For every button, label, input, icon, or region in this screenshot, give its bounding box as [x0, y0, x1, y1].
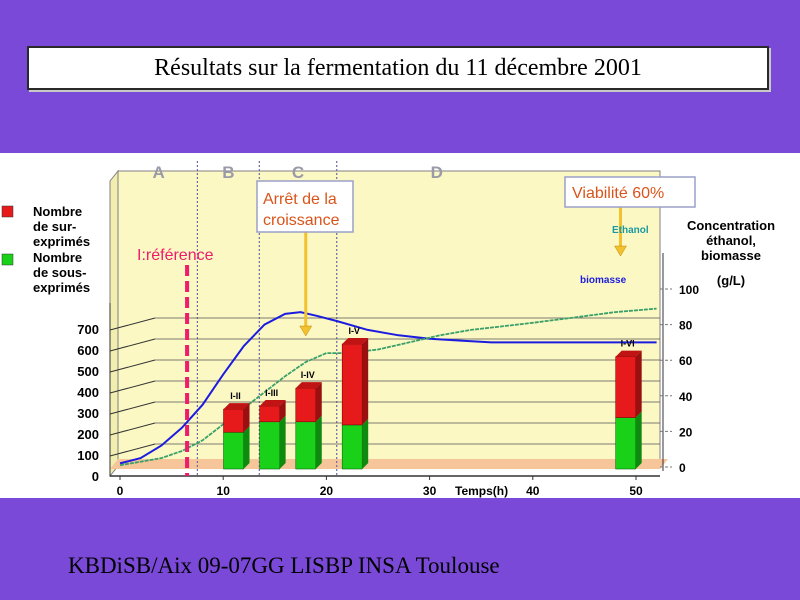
- y-gridline: [109, 401, 156, 415]
- y2-title-line-1: Concentration: [687, 218, 775, 233]
- bar-under-side: [635, 411, 642, 469]
- y-tick-label: 400: [77, 385, 99, 400]
- legend-swatch-over: [1, 205, 14, 218]
- bar-top: [223, 403, 250, 410]
- plot-left-wall: [109, 169, 119, 478]
- y-gridline: [109, 317, 156, 331]
- slide-footer: KBDiSB/Aix 09-07GG LISBP INSA Toulouse: [68, 553, 500, 578]
- y-tick-label: 300: [77, 406, 99, 421]
- bar-under: [295, 421, 317, 470]
- y2-tick-label: 20: [679, 425, 693, 439]
- phase-label: D: [431, 163, 443, 182]
- bar-over-side: [362, 338, 369, 425]
- series-line-biomasse: [119, 311, 657, 465]
- phase-label: B: [222, 163, 234, 182]
- y-tick-label: 100: [77, 448, 99, 463]
- legend-over-line-1: Nombre: [33, 204, 82, 219]
- legend-over-line-3: exprimés: [33, 234, 90, 249]
- y-gridline: [109, 443, 156, 457]
- callout-arret-arrow-head: [299, 325, 313, 337]
- y-tick-label: 700: [77, 322, 99, 337]
- y-gridline: [109, 422, 156, 436]
- bar-over: [341, 343, 363, 426]
- phase-label: A: [153, 163, 165, 182]
- bar-label: I-II: [230, 391, 241, 401]
- bar-label: I-III: [265, 388, 278, 398]
- series-label-biomasse: biomasse: [580, 275, 627, 286]
- bar-over: [223, 408, 244, 433]
- y-gridline: [109, 338, 156, 352]
- y2-tick-label: 80: [679, 319, 693, 333]
- callout-viabilite-arrow-head: [614, 245, 627, 257]
- y2-tick-label: 100: [679, 283, 699, 297]
- bar-under: [615, 417, 636, 470]
- series-label-ethanol: Ethanol: [612, 225, 649, 236]
- bar-under-side: [315, 415, 322, 469]
- legend-under-line-2: de sous-: [33, 265, 86, 280]
- bar-under: [259, 421, 280, 470]
- x-tick-label: 30: [423, 484, 437, 498]
- slide-title: Résultats sur la fermentation du 11 déce…: [27, 46, 769, 90]
- bar-under: [341, 424, 363, 470]
- bar-over-side: [315, 382, 322, 422]
- legend-under-line-1: Nombre: [33, 250, 82, 265]
- x-tick-label: 0: [117, 484, 124, 498]
- y2-title-line-3: biomasse: [701, 248, 761, 263]
- bar-top: [295, 382, 322, 389]
- reference-label: I:référence: [137, 247, 214, 264]
- bar-top: [615, 350, 642, 357]
- legend-over-line-2: de sur-: [33, 219, 76, 234]
- phase-label: C: [292, 163, 304, 182]
- y2-title-line-4: (g/L): [717, 273, 745, 288]
- bar-under-side: [362, 418, 369, 469]
- bar-over-side: [279, 400, 286, 422]
- bar-over: [615, 356, 636, 418]
- bar-over: [259, 405, 280, 423]
- legend-under-line-3: exprimés: [33, 280, 90, 295]
- legend-swatch-under: [1, 253, 14, 266]
- plot-floor: [110, 459, 668, 469]
- bar-over-side: [635, 350, 642, 418]
- callout-viabilite-text: Viabilité 60%: [572, 185, 664, 202]
- bar-over-side: [243, 403, 250, 433]
- bar-label: I-VI: [621, 339, 635, 349]
- bar-under-side: [279, 415, 286, 469]
- y-tick-label: 0: [92, 469, 99, 484]
- y2-tick-label: 40: [679, 390, 693, 404]
- y2-title-line-2: éthanol,: [706, 233, 756, 248]
- y2-tick-label: 0: [679, 461, 686, 475]
- plot-back-wall: [117, 170, 661, 467]
- bar-top: [259, 400, 286, 406]
- x-tick-label: 20: [320, 484, 334, 498]
- y-tick-label: 600: [77, 343, 99, 358]
- callout-arret-box: [256, 180, 354, 233]
- bar-under: [223, 431, 244, 470]
- y-tick-label: 500: [77, 364, 99, 379]
- bar-label: I-IV: [301, 370, 315, 380]
- y-tick-label: 200: [77, 427, 99, 442]
- bar-under-side: [243, 426, 250, 469]
- x-tick-label: 40: [526, 484, 540, 498]
- y-gridline: [109, 380, 156, 394]
- bar-label: I-V: [348, 326, 360, 336]
- x-tick-label: 10: [217, 484, 231, 498]
- x-tick-label: 50: [629, 484, 643, 498]
- callout-arret-line-2: croissance: [263, 212, 340, 229]
- bar-over: [295, 387, 317, 423]
- callout-viabilite-box: [564, 176, 696, 208]
- y-gridline: [109, 359, 156, 373]
- x-axis-label: Temps(h): [455, 484, 508, 498]
- bar-top: [342, 338, 369, 345]
- callout-arret-line-1: Arrêt de la: [263, 191, 337, 208]
- y2-tick-label: 60: [679, 354, 693, 368]
